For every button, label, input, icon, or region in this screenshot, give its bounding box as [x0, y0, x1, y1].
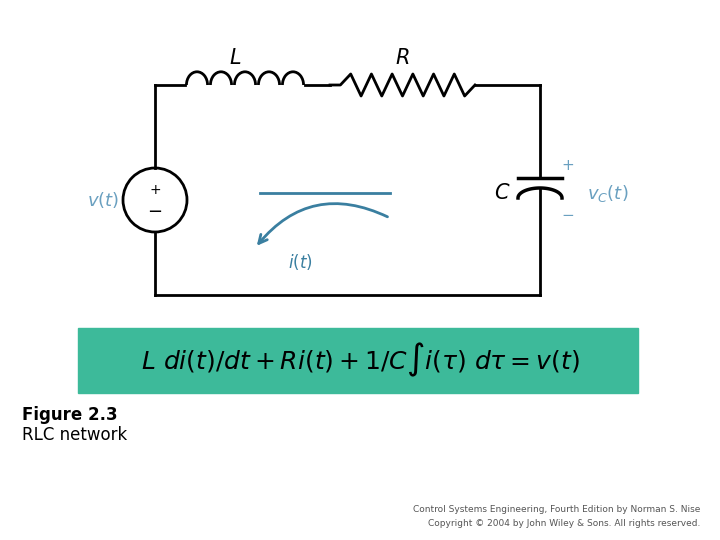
Text: RLC network: RLC network	[22, 426, 127, 444]
Text: $C$: $C$	[494, 183, 510, 203]
Text: +: +	[562, 159, 575, 173]
Text: −: −	[562, 208, 575, 224]
Text: $v(t)$: $v(t)$	[87, 190, 119, 210]
Text: +: +	[149, 183, 161, 197]
Text: Figure 2.3: Figure 2.3	[22, 406, 117, 424]
Text: $\mathit{L\ di(t)/dt + Ri(t) + 1/C\int i(\tau)\ d\tau = v(t)}$: $\mathit{L\ di(t)/dt + Ri(t) + 1/C\int i…	[140, 341, 580, 379]
Text: $R$: $R$	[395, 48, 410, 68]
Text: Control Systems Engineering, Fourth Edition by Norman S. Nise: Control Systems Engineering, Fourth Edit…	[413, 505, 700, 515]
Text: Copyright © 2004 by John Wiley & Sons. All rights reserved.: Copyright © 2004 by John Wiley & Sons. A…	[428, 519, 700, 529]
Text: −: −	[148, 203, 163, 221]
Text: $i(t)$: $i(t)$	[288, 252, 312, 272]
Text: $L$: $L$	[229, 48, 241, 68]
FancyBboxPatch shape	[78, 328, 638, 393]
Text: $v_C(t)$: $v_C(t)$	[588, 183, 629, 204]
